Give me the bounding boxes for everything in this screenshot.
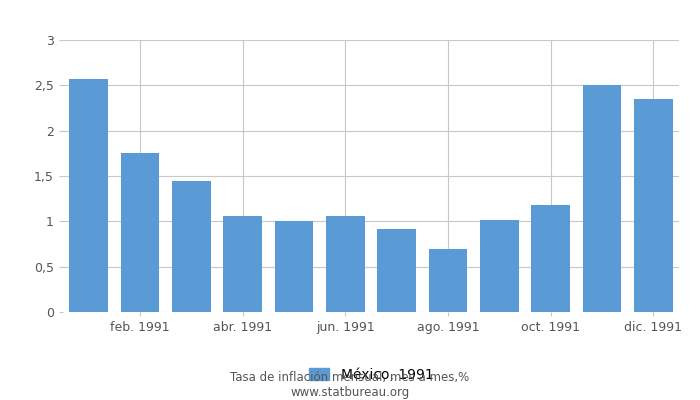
- Text: Tasa de inflación mensual, mes a mes,%: Tasa de inflación mensual, mes a mes,%: [230, 372, 470, 384]
- Text: www.statbureau.org: www.statbureau.org: [290, 386, 410, 399]
- Bar: [428, 248, 468, 312]
- Bar: [377, 230, 416, 312]
- Bar: [480, 220, 519, 312]
- Bar: [172, 182, 211, 312]
- Bar: [582, 85, 622, 312]
- Bar: [326, 216, 365, 312]
- Legend: México, 1991: México, 1991: [309, 368, 433, 382]
- Bar: [274, 221, 314, 312]
- Bar: [634, 99, 673, 312]
- Bar: [223, 216, 262, 312]
- Bar: [69, 79, 108, 312]
- Bar: [120, 153, 160, 312]
- Bar: [531, 205, 570, 312]
